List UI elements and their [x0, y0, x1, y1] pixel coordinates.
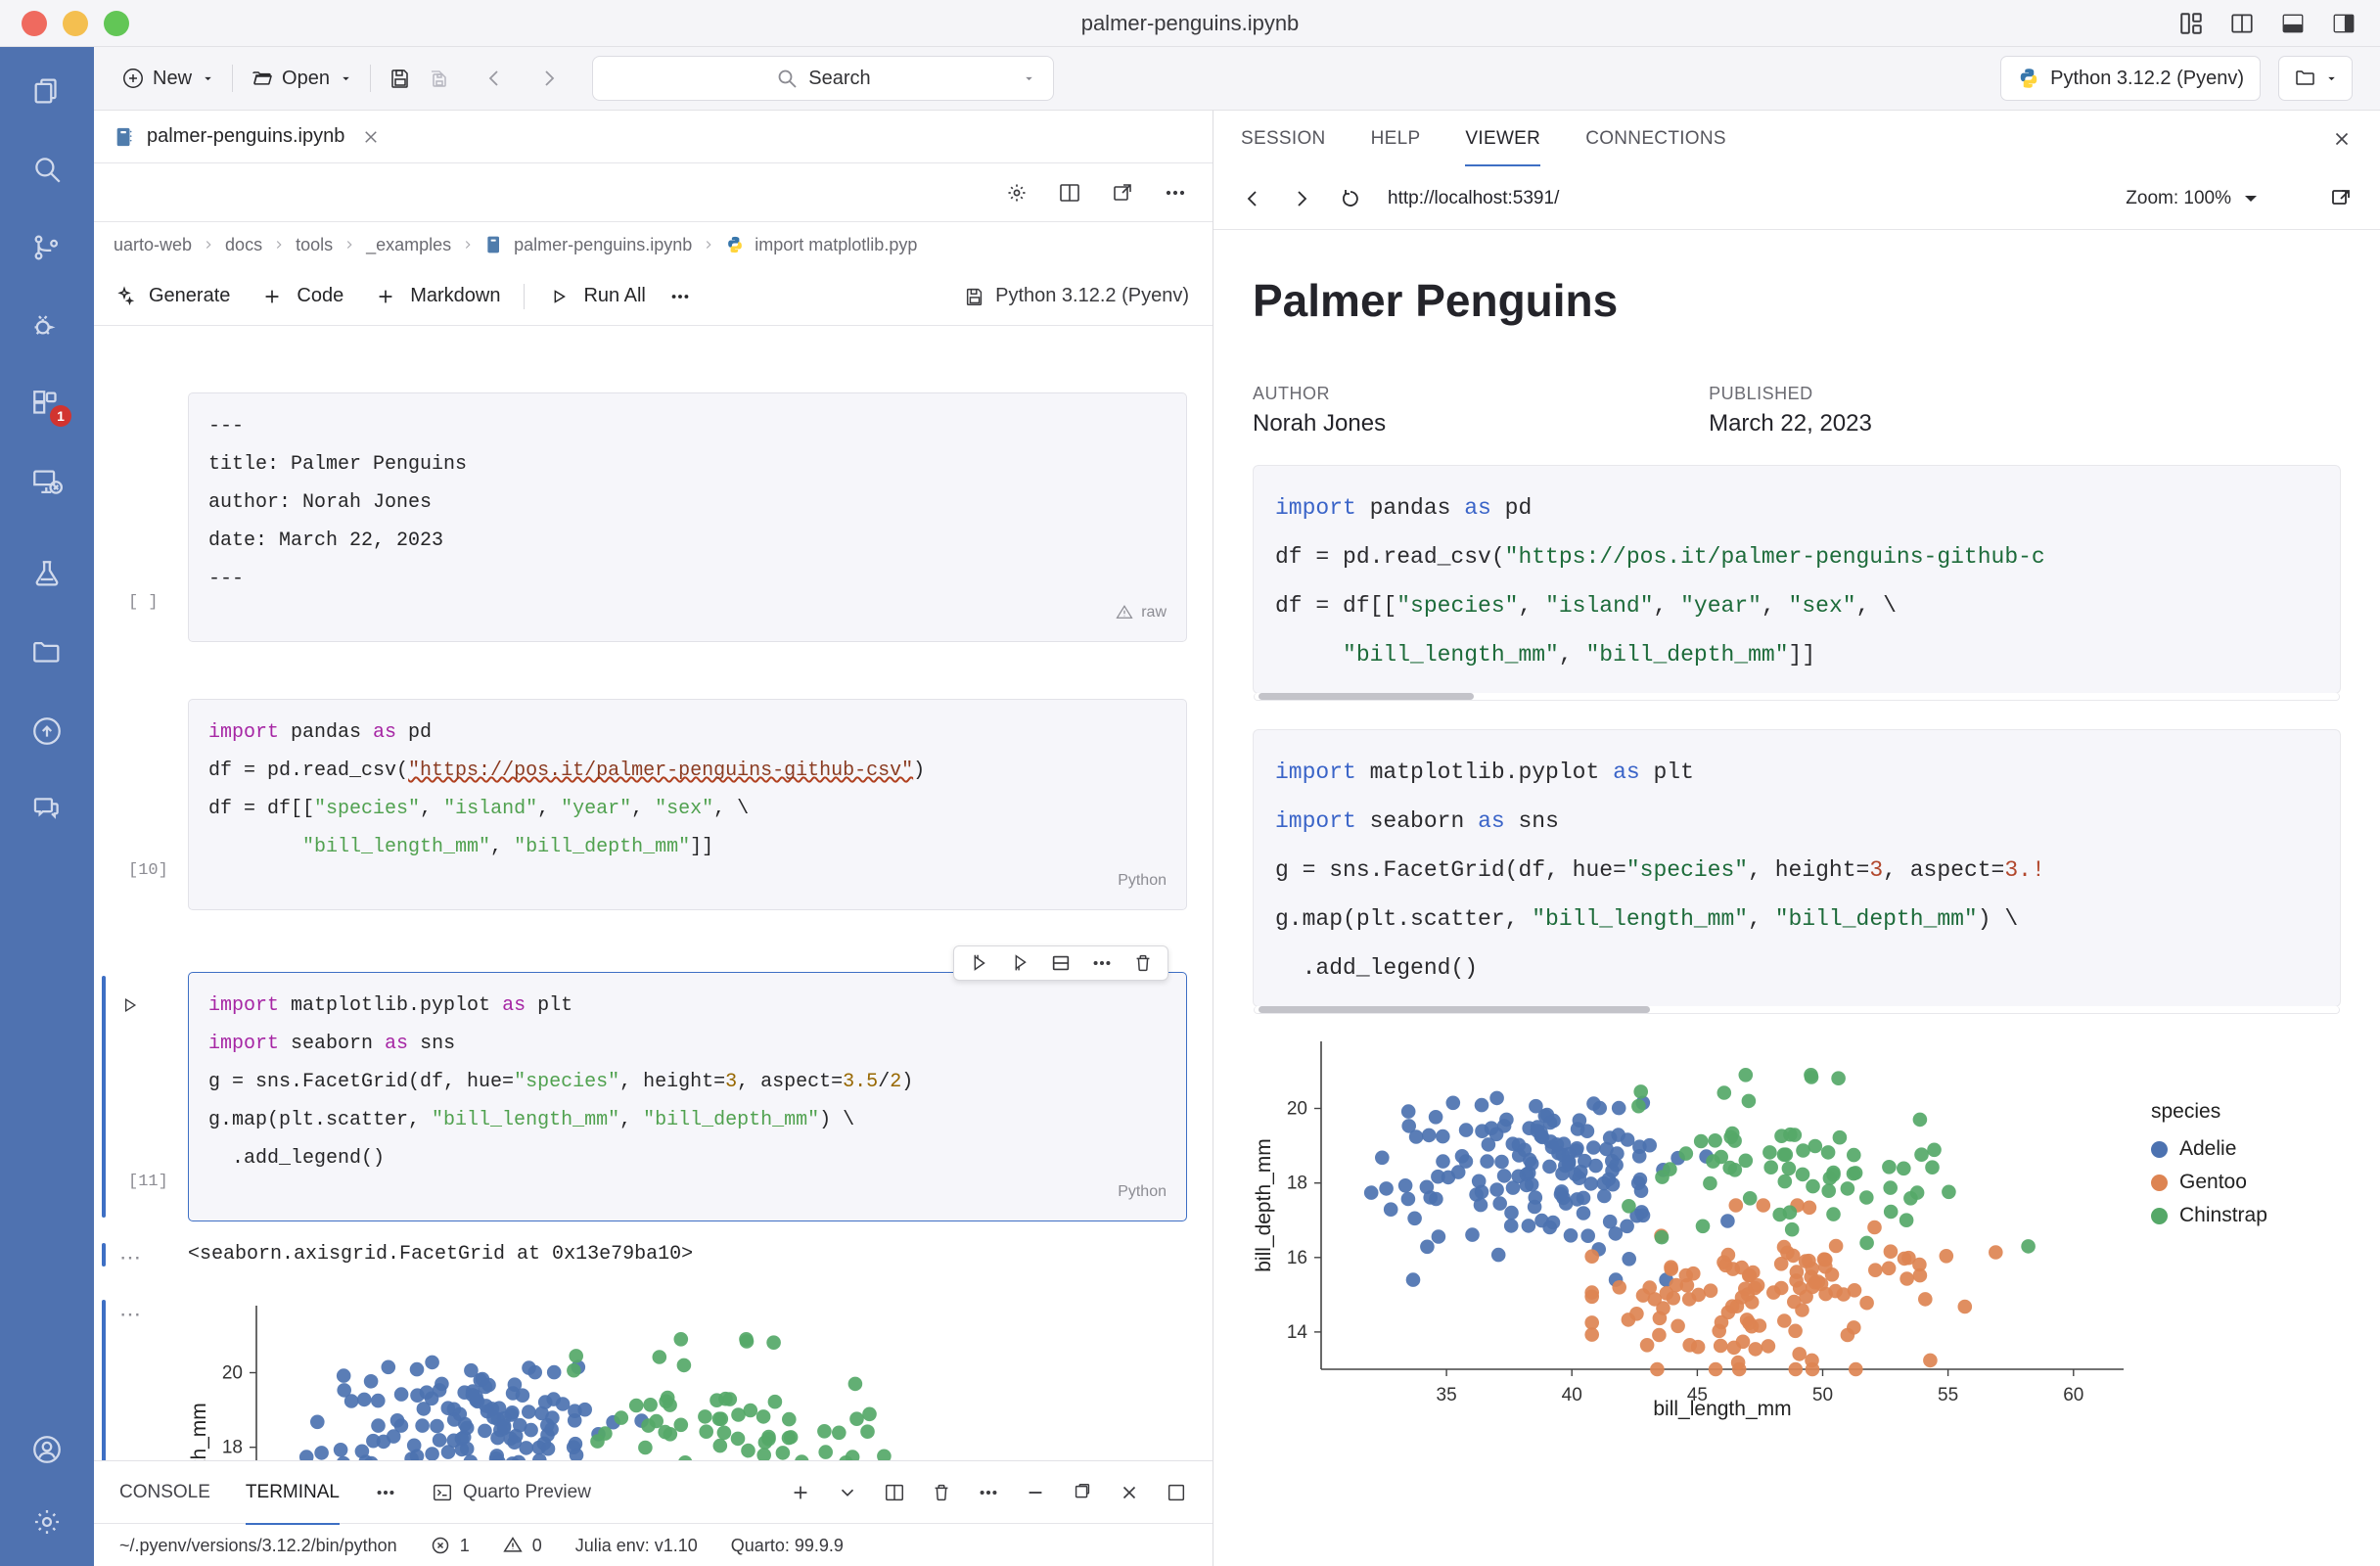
svg-text:60: 60 — [2063, 1385, 2083, 1405]
svg-text:18: 18 — [1287, 1174, 1307, 1194]
svg-text:20: 20 — [1287, 1099, 1307, 1120]
svg-text:18: 18 — [222, 1438, 243, 1458]
svg-text:50: 50 — [1812, 1385, 1833, 1405]
svg-text:bill_depth_mm: bill_depth_mm — [1253, 1138, 1275, 1272]
svg-text:55: 55 — [1938, 1385, 1958, 1405]
svg-text:35: 35 — [1437, 1385, 1457, 1405]
svg-text:40: 40 — [1562, 1385, 1582, 1405]
svg-text:14: 14 — [1287, 1322, 1308, 1343]
svg-text:bill_length_mm: bill_length_mm — [1653, 1398, 1791, 1420]
svg-text:20: 20 — [222, 1363, 243, 1384]
svg-text:16: 16 — [1287, 1248, 1307, 1268]
